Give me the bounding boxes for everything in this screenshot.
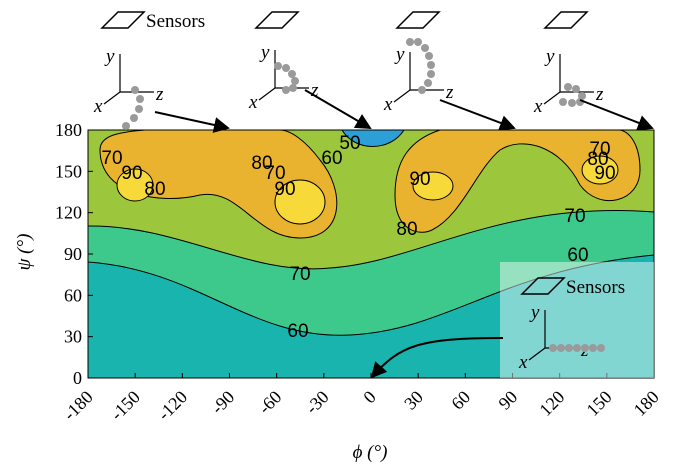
bead — [274, 62, 282, 70]
x-tick-label: 60 — [447, 387, 474, 414]
axis-letter: x — [518, 352, 528, 373]
pointer-arrow — [580, 100, 652, 128]
bead — [559, 98, 567, 106]
bead — [291, 77, 299, 85]
x-tick-label: 0 — [359, 387, 380, 408]
bead — [131, 86, 139, 94]
y-tick-label: 60 — [64, 285, 82, 305]
bead — [581, 344, 589, 352]
sensor-plate — [102, 12, 144, 28]
x-tick-label: 120 — [535, 387, 568, 420]
x-tick-label: 90 — [494, 387, 521, 414]
bead — [418, 86, 426, 94]
bead — [130, 114, 138, 122]
x-tick-label: 30 — [400, 387, 427, 414]
sensor-plate — [545, 12, 587, 28]
x-tick-label: -90 — [207, 387, 238, 418]
x-tick-label: -150 — [107, 387, 144, 424]
x-tick-label: -60 — [254, 387, 285, 418]
y-tick-label: 180 — [55, 120, 82, 140]
axis-letter: z — [155, 84, 164, 105]
bead — [425, 52, 433, 60]
y-axis-label: ψ (°) — [14, 234, 35, 271]
bead — [427, 70, 435, 78]
y-tick-label: 0 — [73, 368, 82, 388]
bead — [282, 64, 290, 72]
bead — [282, 86, 290, 94]
y-tick-label: 90 — [64, 244, 82, 264]
bead — [421, 44, 429, 52]
chart: 5060606070707070708080808090909090-180-1… — [0, 0, 678, 466]
bead — [427, 61, 435, 69]
pointer-arrow — [305, 90, 370, 128]
axis-x — [544, 92, 560, 104]
x-axis-label: ϕ (°) — [353, 442, 388, 463]
x-tick-label: -120 — [154, 387, 191, 424]
pointer-arrow — [440, 100, 514, 128]
bead — [589, 344, 597, 352]
bead — [565, 344, 573, 352]
x-tick-label: -180 — [59, 387, 96, 424]
sensor-plate — [397, 12, 439, 28]
contour-label: 80 — [396, 219, 417, 240]
axis-letter: x — [533, 96, 543, 117]
sensor-label: Sensors — [566, 277, 625, 298]
axis-letter: y — [544, 46, 555, 67]
bead — [572, 85, 580, 93]
axis-letter: x — [93, 96, 103, 117]
axis-x — [394, 90, 410, 102]
contour-label: 90 — [594, 163, 615, 184]
contour-label: 80 — [251, 153, 272, 174]
sensor-plate — [256, 12, 298, 28]
y-tick-label: 120 — [55, 203, 82, 223]
contour-label: 90 — [121, 163, 142, 184]
y-tick-label: 30 — [64, 327, 82, 347]
bead — [122, 122, 130, 130]
sensor-label: Sensors — [146, 11, 205, 32]
bead — [406, 38, 414, 46]
axis-letter: x — [383, 94, 393, 115]
bead — [549, 344, 557, 352]
axis-letter: z — [595, 84, 604, 105]
contour-label: 80 — [144, 179, 165, 200]
contour-label: 90 — [274, 179, 295, 200]
axis-x — [259, 88, 275, 100]
axis-x — [104, 92, 120, 104]
contour-label: 70 — [101, 148, 122, 169]
axis-letter: y — [394, 44, 405, 65]
bead — [564, 83, 572, 91]
axis-letter: y — [259, 42, 270, 63]
bead — [557, 344, 565, 352]
bead — [573, 344, 581, 352]
bead — [568, 99, 576, 107]
contour-label: 70 — [289, 264, 310, 285]
y-tick-label: 150 — [55, 161, 82, 181]
bead — [424, 79, 432, 87]
contour-label: 90 — [409, 169, 430, 190]
contour-label: 60 — [287, 321, 308, 342]
pointer-arrow — [155, 112, 228, 128]
axis-letter: x — [248, 92, 258, 113]
bead — [136, 95, 144, 103]
axis-letter: y — [529, 302, 540, 323]
bead — [288, 70, 296, 78]
bead — [289, 84, 297, 92]
contour-label: 60 — [321, 148, 342, 169]
x-tick-label: -30 — [302, 387, 333, 418]
contour-label: 70 — [564, 206, 585, 227]
axis-letter: y — [104, 46, 115, 67]
x-tick-label: 150 — [582, 387, 615, 420]
axis-letter: z — [445, 82, 454, 103]
x-tick-label: 180 — [630, 387, 663, 420]
bead — [135, 105, 143, 113]
bead — [414, 38, 422, 46]
bead — [597, 344, 605, 352]
contour-label: 50 — [339, 133, 360, 154]
